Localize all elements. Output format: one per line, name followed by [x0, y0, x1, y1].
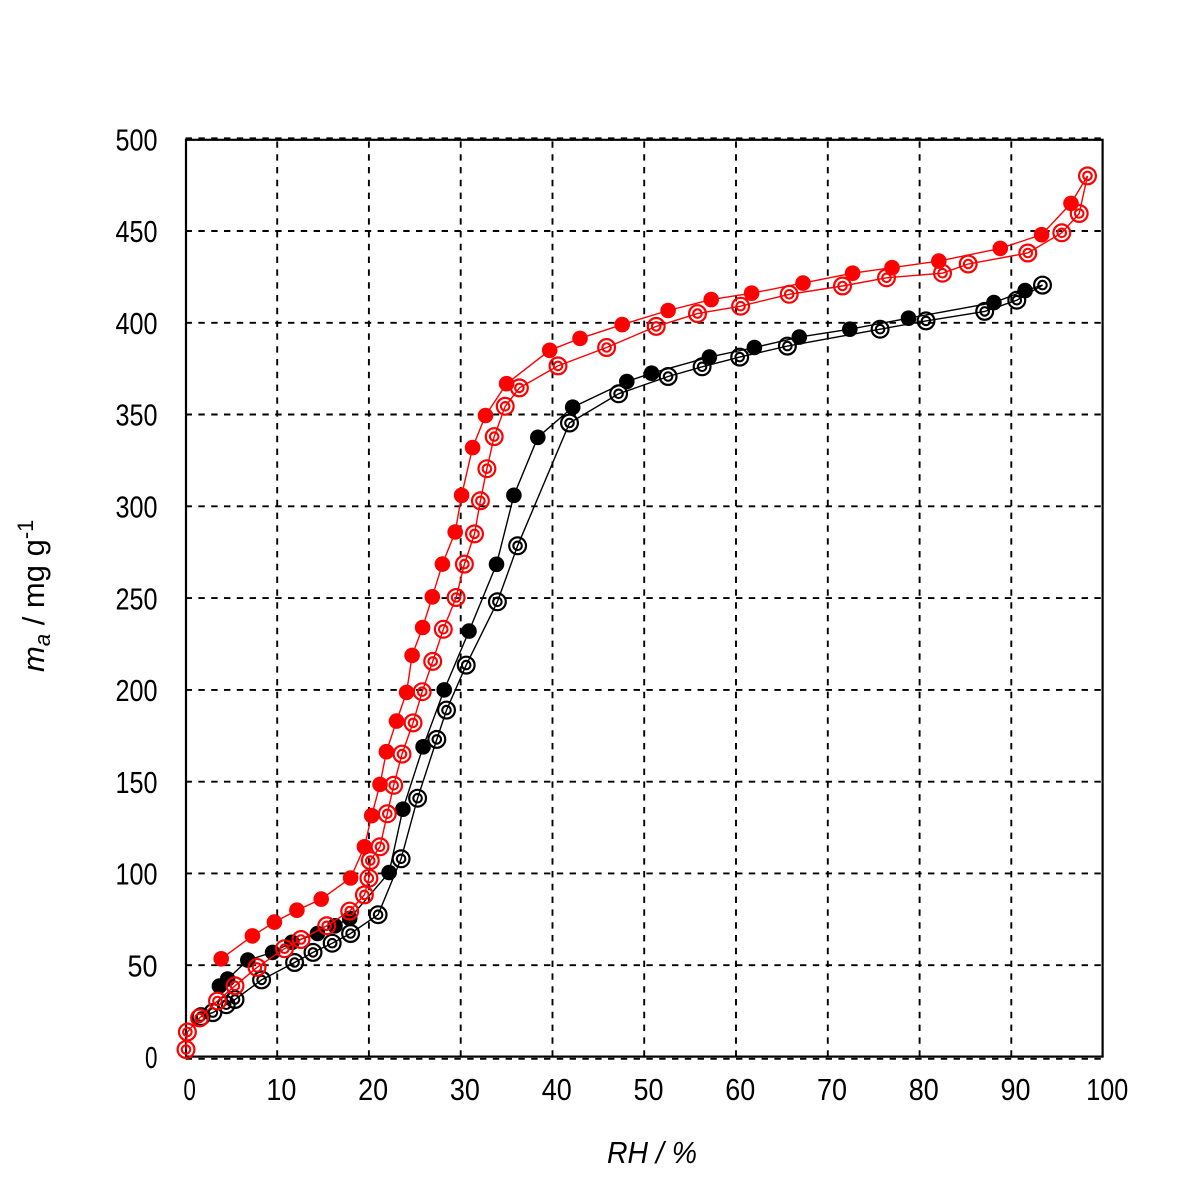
svg-text:30: 30 — [450, 1072, 480, 1107]
svg-text:20: 20 — [358, 1072, 388, 1107]
svg-text:150: 150 — [116, 765, 158, 800]
svg-text:350: 350 — [116, 398, 158, 433]
svg-text:50: 50 — [128, 948, 158, 983]
svg-text:ma / mg g-1: ma / mg g-1 — [13, 520, 55, 672]
svg-text:0: 0 — [145, 1040, 158, 1075]
svg-text:200: 200 — [116, 673, 158, 708]
svg-text:RH / %: RH / % — [607, 1135, 697, 1170]
svg-text:450: 450 — [116, 214, 158, 249]
svg-text:400: 400 — [116, 306, 158, 341]
svg-text:100: 100 — [116, 857, 158, 892]
svg-text:70: 70 — [817, 1072, 847, 1107]
svg-text:100: 100 — [1086, 1072, 1128, 1107]
svg-text:0: 0 — [183, 1072, 196, 1107]
svg-text:90: 90 — [1001, 1072, 1031, 1107]
svg-text:80: 80 — [909, 1072, 939, 1107]
svg-text:300: 300 — [116, 490, 158, 525]
svg-text:60: 60 — [725, 1072, 755, 1107]
svg-text:40: 40 — [542, 1072, 572, 1107]
svg-text:500: 500 — [116, 122, 158, 157]
svg-text:10: 10 — [266, 1072, 296, 1107]
svg-text:50: 50 — [634, 1072, 664, 1107]
svg-text:250: 250 — [116, 581, 158, 616]
